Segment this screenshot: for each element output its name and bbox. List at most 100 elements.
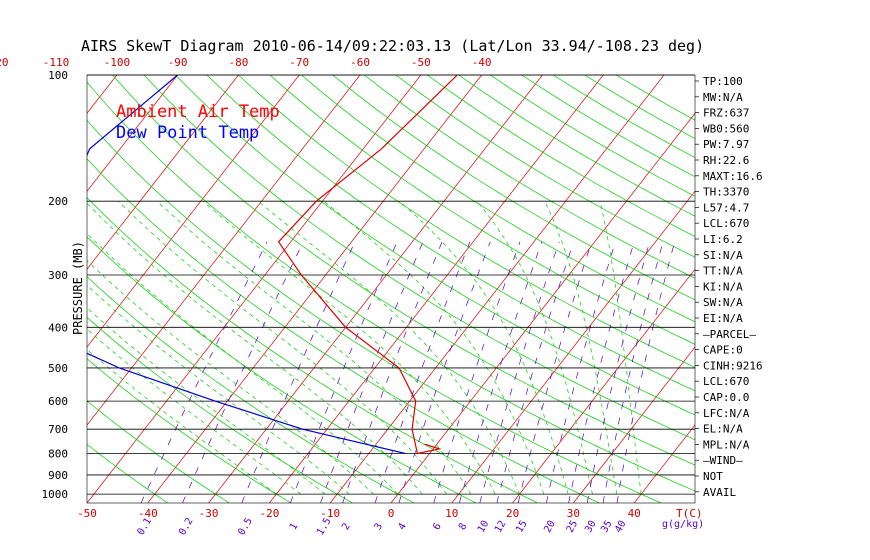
mixing-ratio-line [398,241,491,503]
bottom-temp-tick-label: -30 [199,507,219,520]
bottom-temp-tick-label: 10 [445,507,458,520]
dry-adiabat-line [87,119,662,503]
pressure-tick-label: 800 [48,448,68,461]
stability-index-label: —WIND— [703,454,743,467]
y-axis-title: PRESSURE (MB) [71,241,85,335]
dry-adiabat-line [87,236,477,503]
mixing-ratio-line [140,241,268,503]
isotherm-line [756,75,870,503]
dry-adiabat-line [206,75,695,392]
mixing-ratio-tick-label: 25 [565,519,581,535]
pressure-tick-label: 100 [48,69,68,82]
isotherm-line [0,75,56,503]
dry-adiabat-line [395,75,695,258]
isotherm-line [451,190,695,503]
mixing-ratio-line [342,241,443,503]
dry-adiabat-line [112,75,695,466]
mixing-ratio-line [433,241,521,503]
mixing-ratio-tick-label: 12 [493,519,509,535]
stability-index-label: CAPE:0 [703,344,743,357]
stability-index-label: AVAIL [703,486,736,499]
mixing-ratio-tick-label: 10 [476,519,492,535]
top-temp-tick-label: -60 [350,56,370,69]
top-temp-tick-label: -70 [289,56,309,69]
bottom-temp-tick-label: -50 [77,507,97,520]
pressure-axis-labels: 100 200 300 400 500 600 700 800 900 1000 [42,69,69,501]
dry-adiabat-line [87,400,230,503]
stability-index-label: LCL:670 [703,375,749,388]
pressure-tick-label: 1000 [42,488,69,501]
stability-index-label: MW:N/A [703,91,743,104]
stability-index-label: LCL:670 [703,217,749,230]
mixing-ratio-tick-label: 20 [542,519,558,535]
dry-adiabat-line [87,158,600,503]
mixing-ratio-tick-label: 0.5 [236,516,255,537]
dry-adiabat-line [269,75,695,345]
stability-index-label: TH:3370 [703,186,749,199]
moist-adiabat-line [87,284,350,495]
dry-adiabat-line [87,276,415,503]
mixing-ratio-tick-label: 1 [288,521,301,532]
stability-index-label: NOT [703,470,723,483]
dry-adiabat-line [143,75,695,441]
mixing-ratio-line [479,241,560,503]
stability-index-label: WB0:560 [703,122,749,135]
dry-adiabat-line [87,81,695,492]
dry-adiabat-line [87,316,353,503]
mixing-ratio-line [616,241,676,503]
dry-adiabat-line [332,75,695,301]
stability-index-label: TT:N/A [703,265,743,278]
stability-index-label: KI:N/A [703,280,743,293]
dry-adiabat-line [175,75,695,416]
chart-title: AIRS SkewT Diagram 2010-06-14/09:22:03.1… [81,37,704,55]
top-temp-tick-label: -80 [229,56,249,69]
isotherm-line [87,75,422,503]
stability-index-label: CAP:0.0 [703,391,749,404]
moist-adiabat-line [87,348,277,495]
moist-adiabat-line [476,200,593,495]
pressure-tick-label: 400 [48,321,68,334]
isotherm-line [633,424,695,503]
mixing-ratio-line [459,241,543,503]
moist-adiabat-line [544,201,618,495]
stability-index-label: FRZ:637 [703,107,749,120]
moist-adiabat-line [87,328,301,495]
isotherm-line [573,346,695,503]
mixing-ratio-line [496,241,574,503]
pressure-tick-label: 600 [48,395,68,408]
legend-dew-point-temp: Dew Point Temp [116,123,259,143]
mixing-ratio-tick-label: 15 [514,519,530,535]
mixing-ratio-line [586,241,651,503]
bottom-temp-tick-label: -20 [259,507,279,520]
pressure-tick-label: 500 [48,362,68,375]
mixing-ratio-tick-label: 35 [599,519,615,535]
isotherm-line [87,75,239,270]
isotherm-line [87,75,361,426]
top-temp-tick-label: -50 [411,56,431,69]
mixing-ratio-line [568,241,635,503]
top-temp-tick-label: -100 [104,56,131,69]
bottom-temp-tick-label: 0 [388,507,395,520]
mixing-ratio-line [290,241,398,503]
moist-adiabat-line [599,201,642,495]
mixing-ratio-tick-label: 2 [340,521,353,532]
isotherm-line [87,75,178,192]
dry-adiabat-line [87,197,538,503]
bottom-temperature-labels: -50 -40 -30 -20 -10 0 10 20 30 40 T(C) [77,507,702,520]
mixing-ratio-tick-label: 3 [373,521,386,532]
bottom-temp-tick-label: 30 [567,507,580,520]
stability-index-label: MAXT:16.6 [703,170,763,183]
dry-adiabat-line [458,75,695,217]
stability-index-label: SW:N/A [703,296,743,309]
bottom-temp-tick-label: 20 [506,507,519,520]
mixing-ratio-tick-label: 4 [396,521,409,532]
legend: Ambient Air Temp Dew Point Temp [116,102,280,143]
mixing-ratio-unit-label: g(g/kg) [662,519,704,530]
stability-index-label: CINH:9216 [703,359,763,372]
stability-index-label: EL:N/A [703,423,743,436]
top-temperature-labels: -120 -110 -100 -90 -80 -70 -60 -50 -40 [0,56,492,69]
mixing-ratio-tick-label: 8 [457,521,470,532]
pressure-tick-label: 900 [48,469,68,482]
